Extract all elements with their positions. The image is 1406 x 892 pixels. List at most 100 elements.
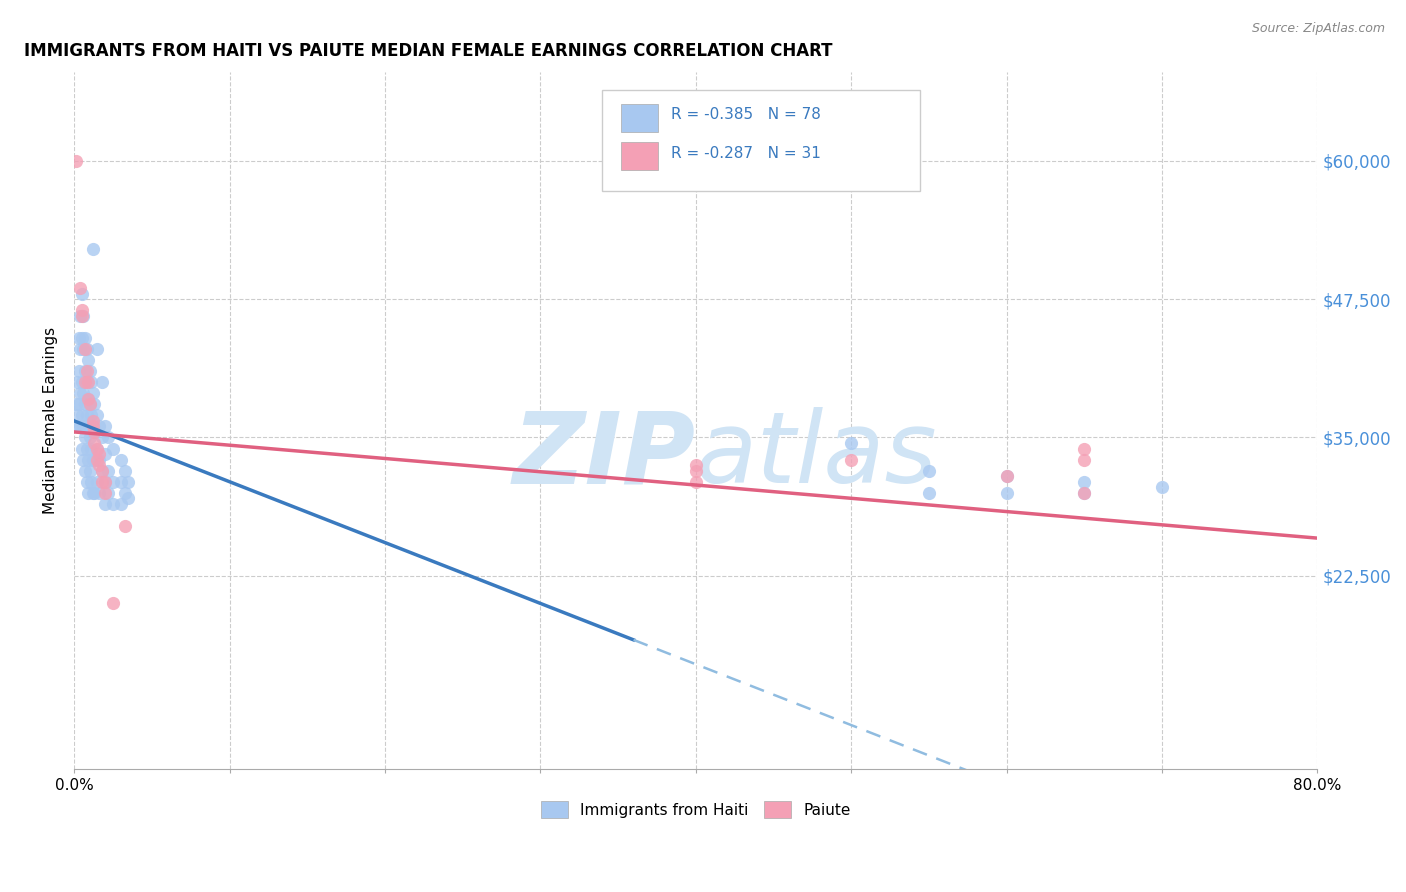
Point	[77, 392, 100, 406]
Point	[79, 430, 101, 444]
Point	[1073, 442, 1095, 456]
Point	[94, 419, 117, 434]
Point	[82, 485, 104, 500]
Point	[65, 419, 87, 434]
Point	[83, 485, 105, 500]
Point	[86, 442, 108, 456]
Point	[66, 375, 89, 389]
Point	[83, 436, 105, 450]
Point	[86, 409, 108, 423]
Point	[110, 452, 132, 467]
Point	[77, 353, 100, 368]
Point	[80, 475, 103, 489]
Point	[73, 430, 96, 444]
Point	[82, 386, 104, 401]
Point	[685, 464, 707, 478]
Point	[87, 419, 110, 434]
Point	[72, 419, 94, 434]
Point	[995, 469, 1018, 483]
Text: atlas: atlas	[696, 408, 938, 504]
Point	[114, 464, 136, 478]
Point	[70, 286, 93, 301]
Point	[101, 442, 124, 456]
Point	[67, 364, 90, 378]
Point	[82, 419, 104, 434]
Point	[73, 375, 96, 389]
Point	[82, 419, 104, 434]
Point	[73, 364, 96, 378]
FancyBboxPatch shape	[621, 142, 658, 170]
Text: Source: ZipAtlas.com: Source: ZipAtlas.com	[1251, 22, 1385, 36]
Point	[76, 409, 98, 423]
Point	[839, 452, 862, 467]
Point	[73, 397, 96, 411]
Point	[97, 430, 120, 444]
Point	[1150, 480, 1173, 494]
Text: R = -0.385   N = 78: R = -0.385 N = 78	[671, 107, 821, 121]
Point	[69, 386, 91, 401]
Point	[79, 397, 101, 411]
Point	[65, 153, 87, 168]
Point	[94, 475, 117, 489]
Point	[70, 309, 93, 323]
Point	[117, 475, 139, 489]
Point	[80, 442, 103, 456]
Point	[995, 469, 1018, 483]
Point	[66, 409, 89, 423]
Point	[73, 464, 96, 478]
Point	[86, 475, 108, 489]
Point	[70, 409, 93, 423]
Text: IMMIGRANTS FROM HAITI VS PAIUTE MEDIAN FEMALE EARNINGS CORRELATION CHART: IMMIGRANTS FROM HAITI VS PAIUTE MEDIAN F…	[24, 42, 832, 60]
Point	[918, 464, 941, 478]
Point	[91, 475, 114, 489]
Point	[70, 331, 93, 345]
Point	[918, 485, 941, 500]
FancyBboxPatch shape	[603, 90, 920, 191]
Point	[995, 485, 1018, 500]
Point	[114, 485, 136, 500]
Point	[86, 342, 108, 356]
Point	[70, 303, 93, 318]
Text: ZIP: ZIP	[513, 408, 696, 504]
Point	[94, 485, 117, 500]
Point	[97, 485, 120, 500]
Point	[65, 397, 87, 411]
Point	[77, 452, 100, 467]
Point	[1073, 485, 1095, 500]
Point	[86, 442, 108, 456]
Point	[117, 491, 139, 506]
Point	[72, 309, 94, 323]
Point	[97, 464, 120, 478]
Point	[77, 485, 100, 500]
Point	[79, 464, 101, 478]
Point	[91, 464, 114, 478]
Point	[80, 375, 103, 389]
Point	[685, 475, 707, 489]
Point	[87, 447, 110, 461]
Point	[110, 475, 132, 489]
Point	[82, 414, 104, 428]
Point	[101, 596, 124, 610]
Point	[69, 281, 91, 295]
Point	[91, 464, 114, 478]
Point	[114, 519, 136, 533]
Point	[110, 497, 132, 511]
Point	[73, 331, 96, 345]
Point	[87, 485, 110, 500]
Point	[86, 452, 108, 467]
Point	[70, 442, 93, 456]
Point	[101, 475, 124, 489]
Point	[87, 458, 110, 472]
Point	[83, 425, 105, 439]
Point	[69, 419, 91, 434]
Point	[82, 243, 104, 257]
Point	[69, 309, 91, 323]
Point	[1073, 475, 1095, 489]
Point	[1073, 485, 1095, 500]
Point	[94, 447, 117, 461]
Point	[72, 386, 94, 401]
Point	[1073, 452, 1095, 467]
Point	[67, 397, 90, 411]
Point	[76, 442, 98, 456]
Point	[83, 397, 105, 411]
